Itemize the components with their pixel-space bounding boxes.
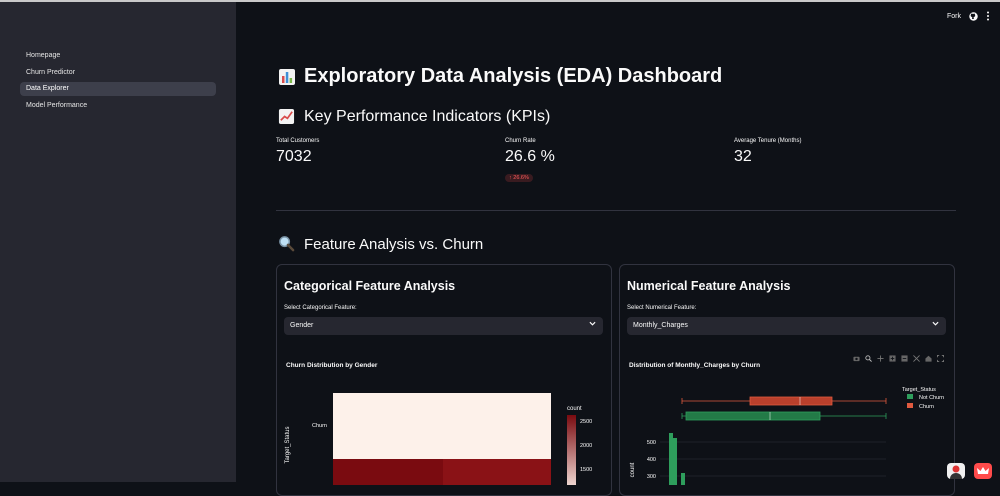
categorical-analysis-card: Categorical Feature Analysis Select Cate… xyxy=(276,264,612,496)
sidebar-item-homepage[interactable]: Homepage xyxy=(26,52,61,59)
colorbar-tick-label: 1500 xyxy=(580,467,592,473)
churn-box xyxy=(749,396,833,406)
metric-value: 32 xyxy=(734,148,752,165)
card-title: Categorical Feature Analysis xyxy=(284,279,456,293)
sidebar-item-model-performance[interactable]: Model Performance xyxy=(26,101,88,109)
metric-churn-rate: Churn Rate 26.6 % ↑ 26.6% xyxy=(505,138,555,184)
github-icon[interactable] xyxy=(969,11,978,21)
zoom-icon[interactable] xyxy=(865,349,872,362)
chevron-down-icon xyxy=(589,317,596,335)
legend-label: Churn xyxy=(919,404,934,410)
metric-value: 7032 xyxy=(276,148,312,165)
zoom-in-icon[interactable] xyxy=(889,349,896,362)
magnifier-icon xyxy=(278,235,296,253)
divider xyxy=(276,210,956,211)
metric-label: Average Tenure (Months) xyxy=(734,138,802,144)
metric-average-tenure: Average Tenure (Months) 32 xyxy=(734,138,801,166)
profile-avatar-button[interactable] xyxy=(947,463,965,479)
sidebar-nav: Homepage Churn Predictor Data Explorer M… xyxy=(20,49,216,115)
y-tick-label: 500 xyxy=(647,440,656,446)
numerical-feature-select[interactable]: Monthly_Charges xyxy=(627,317,946,335)
feature-analysis-header-text: Feature Analysis vs. Churn xyxy=(304,235,484,253)
metric-value: 26.6 % xyxy=(505,148,555,165)
histogram-bar xyxy=(673,438,677,485)
fullscreen-icon[interactable] xyxy=(937,349,944,362)
page-title-text: Exploratory Data Analysis (EDA) Dashboar… xyxy=(304,65,723,87)
y-axis-label: Target_Status xyxy=(285,426,291,463)
select-label: Select Numerical Feature: xyxy=(627,305,697,311)
not-churn-box xyxy=(685,411,821,421)
chart-toolbar xyxy=(853,349,944,362)
y-tick-label: 300 xyxy=(647,474,656,480)
distribution-chart: Target_Status Not Churn Churn count 300 400 50… xyxy=(630,387,944,485)
page-title: Exploratory Data Analysis (EDA) Dashboar… xyxy=(278,65,722,88)
legend-title: Target_Status xyxy=(902,387,936,393)
legend-swatch xyxy=(907,394,913,399)
heatmap-chart: Target_StatusChurnNot Churncount25002000… xyxy=(285,393,592,485)
legend-swatch xyxy=(907,403,913,408)
fork-button[interactable]: Fork xyxy=(947,12,961,20)
numerical-analysis-card: Numerical Feature Analysis Select Numeri… xyxy=(619,264,955,496)
feature-analysis-header: Feature Analysis vs. Churn xyxy=(278,235,483,253)
sidebar-item-data-explorer[interactable]: Data Explorer xyxy=(20,82,216,96)
colorbar-tick-label: 2500 xyxy=(580,419,592,425)
metric-delta-value: 26.6% xyxy=(513,175,529,181)
main-content: Exploratory Data Analysis (EDA) Dashboar… xyxy=(236,2,1000,496)
histogram-bar xyxy=(681,473,685,485)
chart-title: Distribution of Monthly_Charges by Churn xyxy=(629,362,761,369)
heatmap-cell-not-churn-female xyxy=(333,459,443,485)
row-label: Churn xyxy=(312,423,327,429)
home-icon[interactable] xyxy=(925,349,932,362)
colorbar xyxy=(567,415,576,485)
colorbar-tick-label: 2000 xyxy=(580,443,592,449)
metric-total-customers: Total Customers 7032 xyxy=(276,138,319,166)
y-axis-label: count xyxy=(630,462,636,477)
app-toolbar: Fork xyxy=(947,9,990,23)
legend-label: Not Churn xyxy=(919,395,944,401)
window-top-border xyxy=(0,0,1000,2)
kpi-header-text: Key Performance Indicators (KPIs) xyxy=(304,108,551,125)
card-title: Numerical Feature Analysis xyxy=(627,279,791,293)
bar-chart-icon xyxy=(278,68,296,86)
trending-up-chart-icon xyxy=(278,108,296,126)
arrow-up-icon: ↑ xyxy=(509,175,512,181)
chart-title: Churn Distribution by Gender xyxy=(286,362,378,369)
heatmap-cell-not-churn-male xyxy=(443,459,551,485)
select-value: Monthly_Charges xyxy=(633,322,688,329)
chevron-down-icon xyxy=(932,317,939,335)
select-label: Select Categorical Feature: xyxy=(284,305,357,311)
metric-label: Total Customers xyxy=(276,138,320,144)
select-value: Gender xyxy=(290,322,314,329)
camera-icon[interactable] xyxy=(853,349,860,362)
sidebar-item-churn-predictor[interactable]: Churn Predictor xyxy=(26,68,76,76)
zoom-out-icon[interactable] xyxy=(901,349,908,362)
pan-icon[interactable] xyxy=(877,349,884,362)
kpi-header: Key Performance Indicators (KPIs) xyxy=(278,108,550,126)
autoscale-icon[interactable] xyxy=(913,349,920,362)
more-vertical-icon[interactable] xyxy=(986,11,990,21)
histogram-bar xyxy=(669,433,673,485)
metric-label: Churn Rate xyxy=(505,138,536,144)
crown-badge-button[interactable] xyxy=(974,463,992,479)
y-tick-label: 400 xyxy=(647,457,656,463)
metric-delta-badge: ↑ 26.6% xyxy=(505,174,533,182)
colorbar-title: count xyxy=(567,406,582,412)
heatmap-cell-churn xyxy=(333,393,551,459)
categorical-feature-select[interactable]: Gender xyxy=(284,317,603,335)
sidebar: Homepage Churn Predictor Data Explorer M… xyxy=(0,2,236,482)
